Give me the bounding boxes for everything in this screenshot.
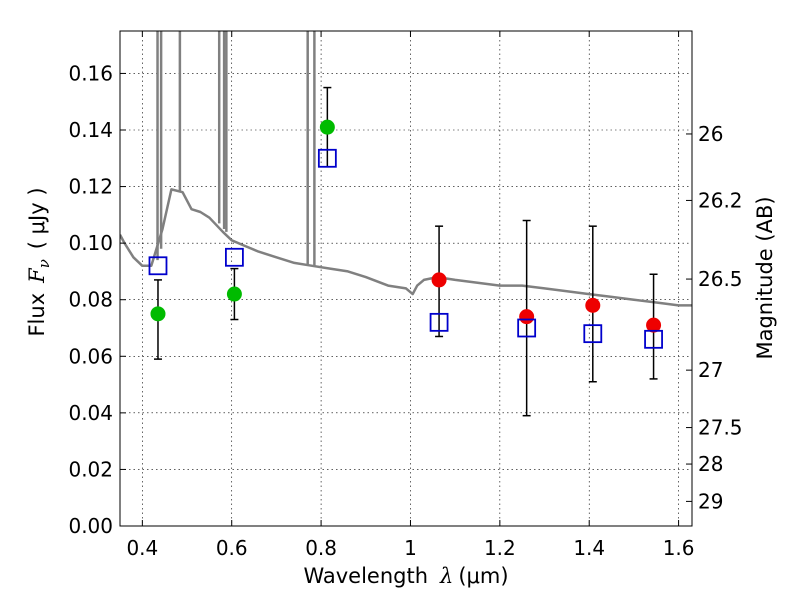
y-tick-label: 0.02 [68, 457, 113, 481]
x-tick-label: 0.4 [126, 536, 158, 560]
x-tick-label: 1.4 [573, 536, 605, 560]
model-photometry-point [517, 318, 537, 338]
y-tick-label: 0.16 [68, 61, 113, 85]
model-photometry-point [148, 256, 168, 276]
model-photometry-point [583, 324, 603, 344]
optical-data-point [150, 306, 166, 322]
y-tick-label: 0.10 [68, 231, 113, 255]
y2-tick-label: 27 [698, 358, 723, 382]
optical-data-point [319, 119, 335, 135]
optical-data-point [226, 286, 242, 302]
nir-data-point [585, 297, 601, 313]
model-photometry-point [317, 148, 337, 168]
axis-ticks: 0.4 0.6 0.8 1 1.2 1.4 1.6 0.00 0.02 0.04 0.06 0.08 0… [68, 31, 743, 560]
y2-tick-label: 27.5 [698, 416, 743, 440]
model-photometry-point [224, 247, 244, 267]
y2-tick-label: 28 [698, 452, 723, 476]
model-spectrum-continuum [120, 188, 692, 307]
y-axis-label: FluxFν( μJy ) [25, 187, 53, 336]
plot-frame [119, 30, 693, 527]
y2-tick-label: 26 [698, 122, 723, 146]
y-tick-label: 0.04 [68, 401, 113, 425]
x-axis-label: Wavelength λ (μm) [303, 564, 508, 588]
y2-tick-label: 29 [698, 489, 723, 513]
y2-tick-label: 26.2 [698, 188, 743, 212]
y-tick-label: 0.12 [68, 175, 113, 199]
y-tick-label: 0.00 [68, 514, 113, 538]
model-photometry-point [644, 329, 663, 349]
x-tick-label: 0.8 [305, 536, 337, 560]
model-photometry-point [429, 312, 449, 332]
nir-data-point [646, 317, 662, 333]
y2-axis-label: Magnitude (AB) [753, 196, 777, 359]
y-tick-label: 0.08 [68, 288, 113, 312]
data-markers [148, 119, 663, 349]
x-tick-label: 1.6 [663, 536, 695, 560]
model-spectrum [120, 31, 692, 307]
grid-lines [120, 31, 692, 527]
y2-tick-label: 26.5 [698, 267, 743, 291]
plot-background [120, 31, 692, 526]
x-tick-label: 0.6 [216, 536, 248, 560]
nir-data-point [519, 309, 535, 325]
nir-data-point [431, 272, 447, 288]
y-tick-label: 0.14 [68, 118, 113, 142]
x-tick-label: 1.2 [484, 536, 516, 560]
y-tick-label: 0.06 [68, 344, 113, 368]
x-tick-label: 1 [404, 536, 417, 560]
